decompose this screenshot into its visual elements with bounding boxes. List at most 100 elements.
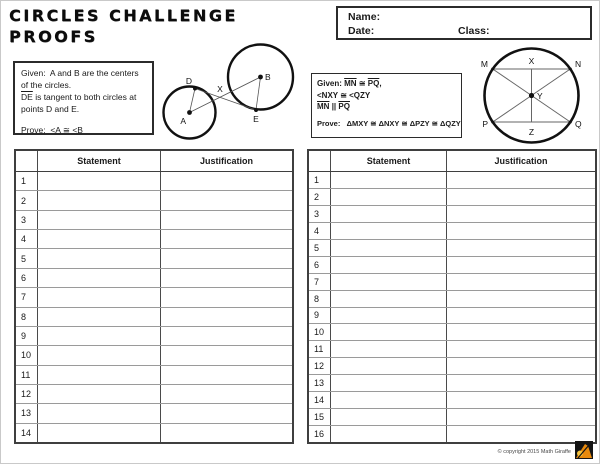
given-line: A and B are the centers — [49, 68, 139, 78]
circle-b — [226, 43, 295, 111]
row-number: 6 — [309, 256, 331, 273]
statement-cell — [38, 191, 161, 210]
table-row: 3 — [309, 205, 595, 223]
row-number: 16 — [309, 426, 331, 442]
parallel-symbol: || — [331, 102, 337, 112]
name-label: Name: — [348, 11, 381, 23]
row-number: 8 — [309, 290, 331, 307]
proof-table-left: Statement Justification 1 2 3 4 5 6 7 8 9 10 11 12 1… — [14, 149, 294, 444]
row-number: 14 — [309, 392, 331, 409]
table-row: 7 — [16, 288, 292, 308]
statement-cell — [38, 172, 161, 191]
justification-cell — [447, 324, 595, 340]
justification-cell — [161, 346, 292, 364]
circle-chords-diagram: M N X Y P Q Z — [481, 47, 582, 144]
row-number: 14 — [16, 423, 38, 443]
row-number: 5 — [309, 239, 331, 256]
row-number: 6 — [16, 268, 38, 288]
justification-cell — [447, 274, 595, 290]
segment-de: DE — [21, 91, 33, 102]
justification-cell — [447, 426, 595, 442]
justification-cell — [161, 211, 292, 229]
table-row: 2 — [309, 188, 595, 206]
number-column-header — [16, 151, 38, 171]
statement-cell — [331, 426, 447, 442]
circle-y — [483, 47, 580, 144]
statement-cell — [331, 324, 447, 341]
statement-cell — [38, 249, 161, 268]
label-z: Z — [529, 127, 534, 137]
justification-cell — [447, 291, 595, 307]
row-number: 5 — [16, 249, 38, 268]
given-text-right: Given: MN ≅ PQ, <NXY ≅ <QZY MN || PQ — [317, 78, 459, 113]
table-row: 5 — [16, 249, 292, 269]
label-a: A — [180, 116, 186, 126]
justification-cell — [161, 191, 292, 209]
logo-accent-dot — [577, 450, 583, 457]
table-row: 13 — [16, 404, 292, 424]
statement-cell — [38, 230, 161, 249]
statement-cell — [331, 273, 447, 290]
prove-line-right: Prove: ΔMXY ≅ ΔNXY ≅ ΔPZY ≅ ΔQZY — [317, 119, 461, 130]
justification-cell — [161, 327, 292, 345]
row-number: 13 — [309, 375, 331, 392]
justification-cell — [447, 223, 595, 239]
class-label: Class: — [458, 25, 490, 37]
justification-header: Justification — [199, 156, 253, 166]
math-giraffe-logo — [575, 441, 593, 459]
table-row: 6 — [16, 268, 292, 289]
table-row: 12 — [16, 384, 292, 405]
given-box-right: Given: MN ≅ PQ, <NXY ≅ <QZY MN || PQ Pro… — [311, 73, 462, 138]
point-d-dot — [193, 86, 197, 91]
row-number: 11 — [309, 341, 331, 358]
table-row: 16 — [309, 426, 595, 442]
table-row: 9 — [309, 307, 595, 325]
justification-cell — [161, 230, 292, 248]
statement-cell — [38, 288, 161, 307]
table-row: 13 — [309, 375, 595, 393]
segment-mn: MN — [317, 102, 330, 112]
table-row: 12 — [309, 358, 595, 376]
worksheet-title: CIRCLES CHALLENGE PROOFS — [9, 6, 238, 48]
point-q-dot — [568, 120, 572, 124]
row-number: 12 — [16, 384, 38, 404]
prove-text: <A ≅ <B — [50, 124, 83, 135]
given-line: points D and E. — [21, 103, 80, 114]
row-number: 9 — [309, 307, 331, 324]
label-p: P — [482, 119, 488, 129]
justification-cell — [447, 308, 595, 324]
label-x: X — [217, 84, 223, 94]
row-number: 11 — [16, 365, 38, 384]
justification-cell — [161, 404, 292, 422]
table-row: 15 — [309, 409, 595, 427]
statement-cell — [331, 392, 447, 409]
prove-label: Prove: — [21, 124, 46, 135]
statement-cell — [331, 256, 447, 273]
label-q: Q — [575, 119, 582, 129]
row-number: 13 — [16, 404, 38, 423]
row-number: 15 — [309, 409, 331, 426]
date-label: Date: — [348, 25, 375, 37]
statement-cell — [38, 268, 161, 288]
row-number: 1 — [16, 172, 38, 191]
point-m-dot — [491, 67, 495, 71]
statement-cell — [331, 409, 447, 426]
statement-cell — [38, 326, 161, 346]
justification-cell — [161, 308, 292, 326]
justification-cell — [161, 269, 292, 287]
table-row: 3 — [16, 210, 292, 231]
justification-cell — [161, 424, 292, 442]
statement-cell — [331, 188, 447, 205]
given-text-left: Given: A and B are the centers of the ci… — [21, 68, 149, 116]
justification-cell — [447, 375, 595, 391]
prove-line-left: Prove: <A ≅ <B — [21, 125, 149, 137]
table-row: 5 — [309, 239, 595, 257]
label-m: M — [481, 59, 488, 69]
statement-cell — [331, 358, 447, 375]
justification-cell — [161, 385, 292, 403]
row-number: 2 — [309, 188, 331, 205]
justification-cell — [447, 409, 595, 425]
label-y: Y — [537, 91, 543, 101]
statement-cell — [38, 210, 161, 230]
